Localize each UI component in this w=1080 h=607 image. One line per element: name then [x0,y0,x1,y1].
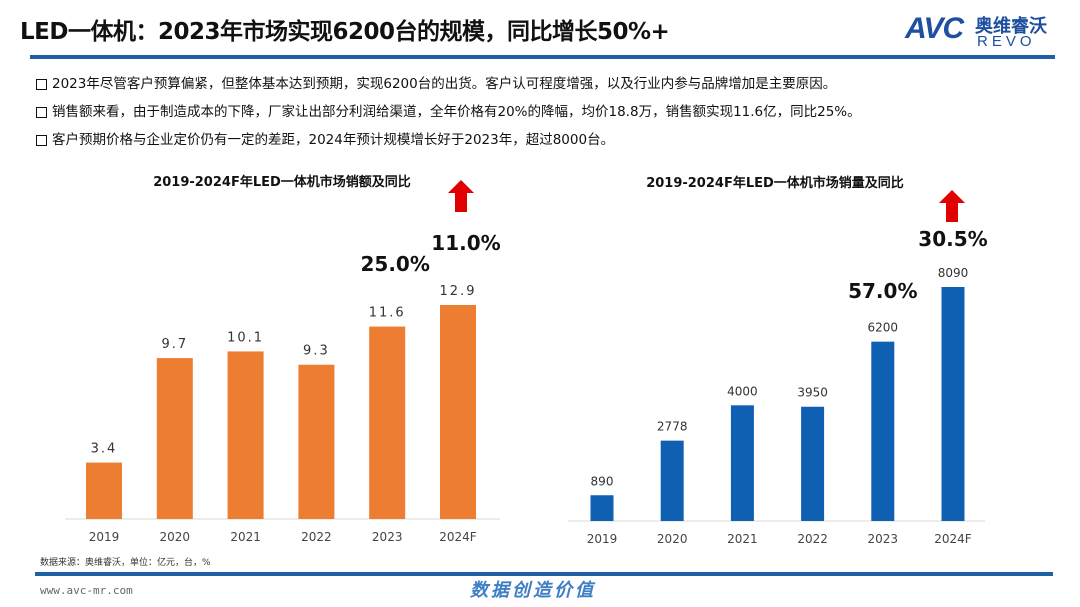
logo-en: REVO [977,33,1036,50]
x-tick-label: 2022 [797,532,828,546]
growth-rate-label: 25.0% [361,252,430,276]
bar-2022 [801,406,825,521]
bar-2019 [86,462,122,519]
bar-2023 [369,326,406,519]
bar-2024F [941,287,965,521]
x-tick-label: 2023 [372,530,403,544]
data-label: 12.9 [440,284,477,299]
x-tick-label: 2021 [230,530,261,544]
bullet-list: 2023年尽管客户预算偏紧，但整体基本达到预期，实现6200台的出货。客户认可程… [36,70,861,154]
page-title: LED一体机：2023年市场实现6200台的规模，同比增长50%+ [20,19,670,45]
x-tick-label: 2019 [587,532,618,546]
data-label: 3950 [797,386,828,400]
footer-slogan: 数据创造价值 [470,580,596,601]
bar-2023 [871,341,895,521]
x-tick-label: 2021 [727,532,758,546]
growth-rate-label: 11.0% [431,231,500,255]
x-tick-label: 2023 [868,532,899,546]
bar-2021 [227,351,264,519]
bullet-text: 客户预期价格与企业定价仍有一定的差距，2024年预计规模增长好于2023年，超过… [52,132,615,148]
data-label: 10.1 [227,330,264,345]
square-bullet-icon [36,134,47,146]
header-divider [30,55,1055,59]
square-bullet-icon [36,106,47,118]
chart-title: 2019-2024F年LED一体机市场销额及同比 [153,174,411,190]
data-label: 890 [591,474,614,488]
bar-2022 [298,364,335,519]
bar-2020 [660,440,684,521]
bar-2024F [440,305,476,519]
footer-divider [35,572,1053,576]
bar-2019 [590,495,614,521]
x-tick-label: 2020 [160,530,191,544]
logo-cn: 奥维睿沃 [975,16,1047,37]
x-tick-label: 2020 [657,532,688,546]
bar-2020 [156,358,193,519]
data-source-note: 数据来源：奥维睿沃，单位：亿元，台，% [40,558,211,568]
avc-revo-logo: AVC 奥维睿沃 REVO [905,10,1060,52]
square-bullet-icon [36,78,47,90]
up-arrow-icon [448,180,474,212]
chart-title: 2019-2024F年LED一体机市场销量及同比 [646,175,904,191]
logo-mark: AVC [905,12,964,45]
bullet-item: 2023年尽管客户预算偏紧，但整体基本达到预期，实现6200台的出货。客户认可程… [36,70,861,98]
data-label: 9.7 [161,337,188,352]
data-label: 2778 [657,420,688,434]
data-label: 4000 [727,384,758,398]
footer-url[interactable]: www.avc-mr.com [40,584,133,597]
up-arrow-icon [939,190,965,222]
x-tick-label: 2019 [89,530,120,544]
bullet-item: 客户预期价格与企业定价仍有一定的差距，2024年预计规模增长好于2023年，超过… [36,126,861,154]
growth-rate-label: 30.5% [918,227,987,251]
bullet-item: 销售额来看，由于制造成本的下降，厂家让出部分利润给渠道，全年价格有20%的降幅，… [36,98,861,126]
data-label: 6200 [868,321,899,335]
data-label: 9.3 [303,344,330,359]
data-label: 11.6 [369,306,406,321]
growth-rate-label: 57.0% [848,279,917,303]
x-tick-label: 2022 [301,530,332,544]
bar-2021 [730,405,754,521]
bullet-text: 2023年尽管客户预算偏紧，但整体基本达到预期，实现6200台的出货。客户认可程… [52,76,837,92]
data-label: 8090 [938,266,969,280]
x-tick-label: 2024F [934,532,972,546]
data-label: 3.4 [91,442,118,457]
bullet-text: 销售额来看，由于制造成本的下降，厂家让出部分利润给渠道，全年价格有20%的降幅，… [52,104,861,120]
x-tick-label: 2024F [439,530,477,544]
